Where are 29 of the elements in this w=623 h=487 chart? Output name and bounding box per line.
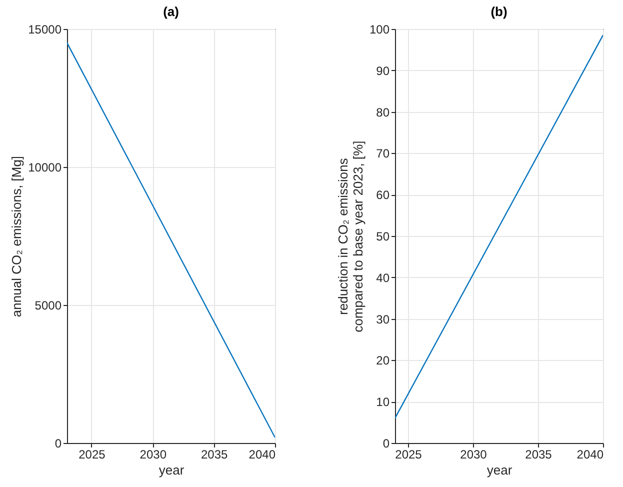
y-tick-label: 30 [376, 312, 390, 326]
y-tick-label: 90 [376, 64, 390, 78]
y-tick-label: 40 [376, 270, 390, 285]
y-tick-label: 10 [376, 395, 390, 410]
y-tick-label: 70 [376, 146, 390, 161]
y-axis-title: reduction in CO₂ emissions compared to base year 2023, [%] [335, 140, 366, 332]
x-axis-title: year [158, 462, 185, 478]
x-tick-label: 2035 [200, 448, 228, 462]
x-tick-label: 2025 [78, 448, 106, 462]
y-tick-label: 60 [376, 188, 390, 202]
x-tick-label: 2030 [460, 448, 488, 462]
y-tick-label: 15000 [28, 22, 62, 36]
y-tick-label: 20 [376, 354, 390, 368]
x-tick-label: 2035 [525, 448, 552, 462]
x-tick-label: 2030 [140, 448, 167, 462]
y-axis-title: annual CO₂ emissions, [Mg] [9, 156, 24, 318]
y-tick-label: 5000 [34, 298, 62, 312]
chart-title: (b) [490, 4, 508, 19]
y-tick-label: 10000 [28, 160, 62, 174]
x-tick-label: 2040 [248, 448, 276, 462]
y-tick-label: 50 [376, 230, 390, 244]
x-tick-label: 2025 [395, 448, 422, 462]
x-tick-label: 2040 [576, 448, 604, 462]
y-tick-label: 0 [54, 436, 62, 450]
x-axis-title: year [486, 462, 513, 478]
y-tick-label: 80 [376, 105, 390, 120]
chart-title: (a) [163, 4, 179, 19]
y-tick-label: 0 [382, 436, 390, 450]
y-tick-label: 100 [369, 22, 390, 36]
